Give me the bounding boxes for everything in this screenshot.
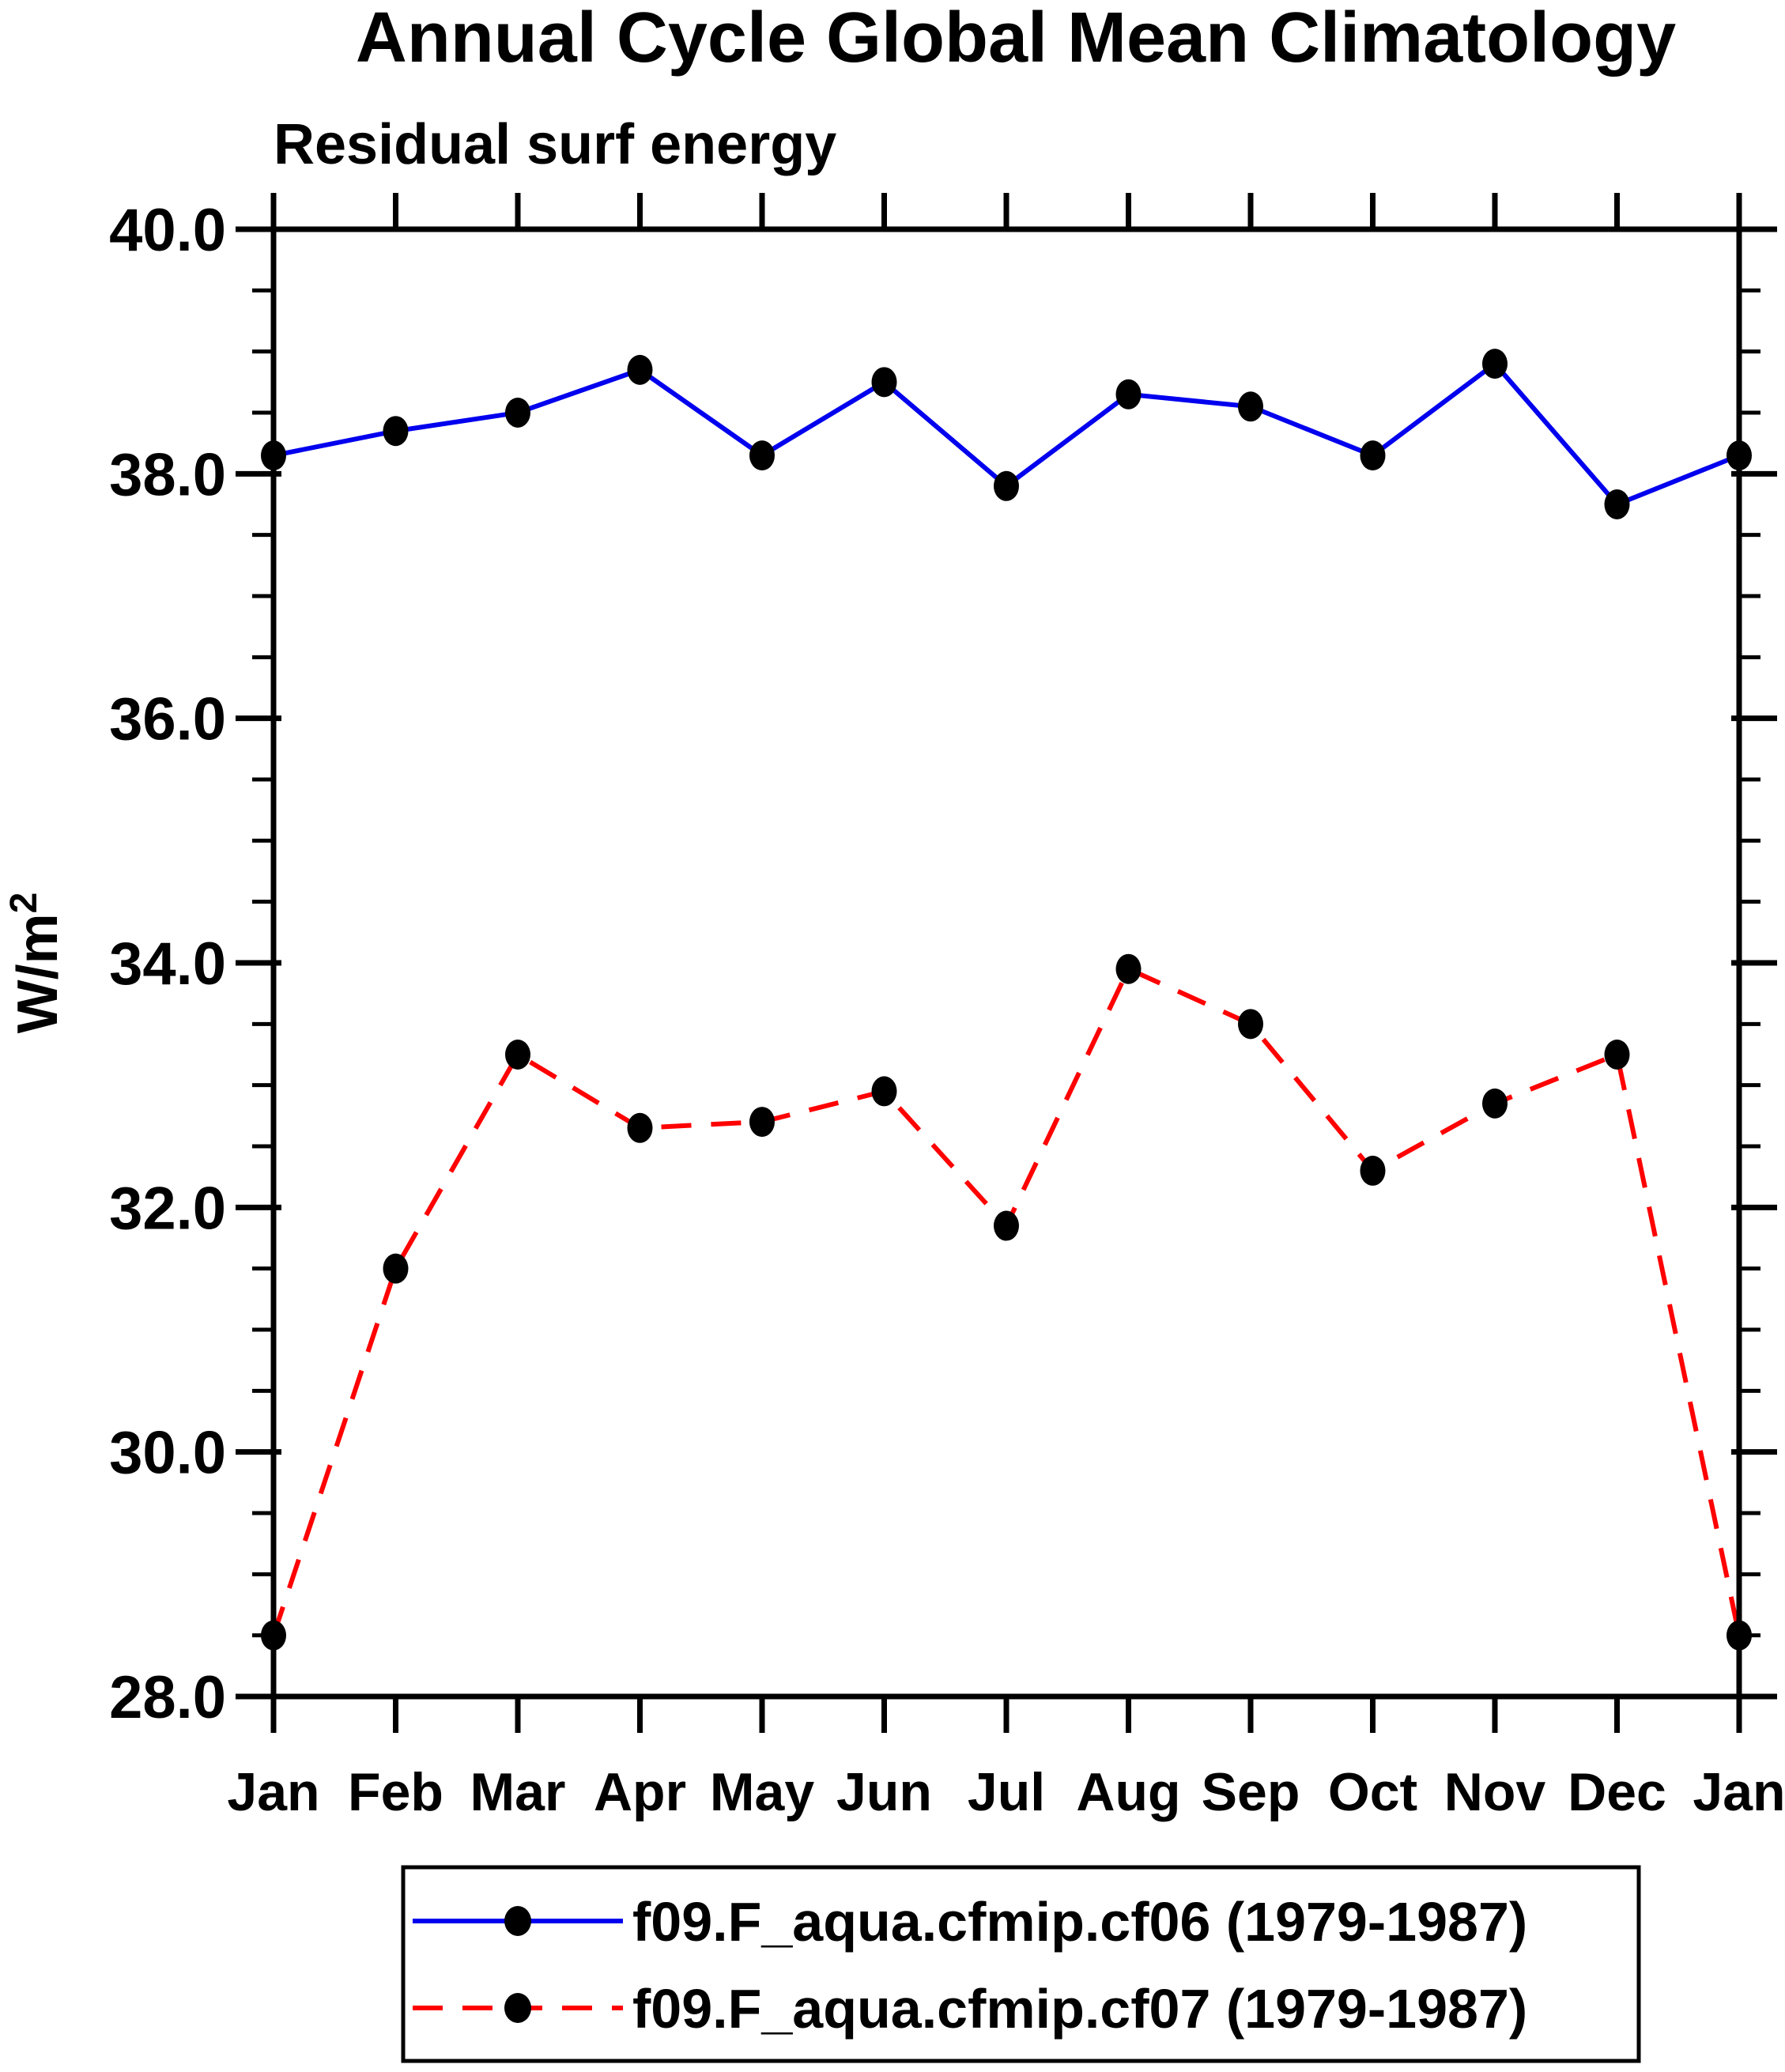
data-point-marker xyxy=(505,398,530,428)
x-tick-label: Aug xyxy=(1076,1762,1180,1822)
legend-marker-1 xyxy=(504,1993,531,2023)
y-axis-label: W/m2 xyxy=(3,893,70,1034)
data-point-marker xyxy=(749,440,775,471)
y-tick-label: 34.0 xyxy=(109,930,226,998)
x-tick-label: Apr xyxy=(594,1762,686,1822)
chart-title: Annual Cycle Global Mean Climatology xyxy=(356,0,1676,77)
data-point-marker xyxy=(994,470,1019,501)
y-tick-label: 32.0 xyxy=(109,1175,226,1242)
y-axis-label-base: W/m xyxy=(6,913,70,1033)
x-tick-label: May xyxy=(710,1762,814,1822)
x-tick-label: Nov xyxy=(1444,1762,1546,1822)
chart-subtitle: Residual surf energy xyxy=(274,113,836,176)
x-tick-labels: Jan Feb Mar Apr May Jun Jul Aug Sep Oct Nov Dec Jan xyxy=(227,1762,1785,1822)
data-point-marker xyxy=(1482,1088,1508,1119)
legend-box xyxy=(401,1865,1641,2063)
x-tick-label: Jan xyxy=(1693,1762,1785,1822)
data-point-marker xyxy=(627,1112,653,1143)
data-point-marker xyxy=(627,354,653,385)
x-tick-label: Oct xyxy=(1328,1762,1417,1822)
data-point-marker xyxy=(871,1076,897,1107)
data-point-marker xyxy=(1604,1040,1630,1070)
data-point-marker xyxy=(1360,440,1386,471)
x-tick-label: Mar xyxy=(470,1762,566,1822)
data-point-marker xyxy=(383,416,409,447)
legend-marker-0 xyxy=(504,1906,531,1936)
data-point-marker xyxy=(1360,1155,1386,1186)
x-tick-label: Jun xyxy=(836,1762,932,1822)
x-tick-label: Feb xyxy=(348,1762,443,1822)
data-point-marker xyxy=(383,1253,409,1284)
data-point-marker xyxy=(1115,953,1142,984)
data-point-marker xyxy=(994,1210,1019,1241)
x-tick-label: Jul xyxy=(968,1762,1045,1822)
data-point-marker xyxy=(505,1040,530,1070)
data-point-markers xyxy=(261,349,1752,1651)
data-point-marker xyxy=(1604,489,1630,519)
y-tick-label: 40.0 xyxy=(109,197,226,264)
y-tick-labels: 28.0 30.0 32.0 34.0 36.0 38.0 40.0 xyxy=(109,197,226,1731)
data-point-marker xyxy=(1482,349,1508,379)
legend-entry-label-1: f09.F_aqua.cfmip.cf07 (1979-1987) xyxy=(632,1978,1527,2040)
y-tick-label: 38.0 xyxy=(109,441,226,508)
y-tick-label: 36.0 xyxy=(109,686,226,753)
y-tick-label: 30.0 xyxy=(109,1420,226,1487)
y-axis-label-superscript: 2 xyxy=(3,893,45,914)
x-tick-label: Sep xyxy=(1202,1762,1300,1822)
legend: f09.F_aqua.cfmip.cf06 (1979-1987) f09.F_a… xyxy=(401,1865,1641,2063)
y-tick-label: 28.0 xyxy=(109,1664,226,1731)
plot-frame xyxy=(270,226,1742,1700)
data-point-marker xyxy=(871,367,897,398)
data-point-marker xyxy=(749,1107,775,1138)
legend-entry-label-0: f09.F_aqua.cfmip.cf06 (1979-1987) xyxy=(632,1891,1527,1953)
data-point-marker xyxy=(1115,379,1142,409)
series-lines xyxy=(271,361,1742,1636)
series-line-1 xyxy=(271,966,1742,1636)
x-tick-label: Jan xyxy=(227,1762,319,1822)
data-point-marker xyxy=(1238,1009,1263,1040)
data-point-marker xyxy=(1238,391,1263,422)
x-tick-label: Dec xyxy=(1568,1762,1666,1822)
